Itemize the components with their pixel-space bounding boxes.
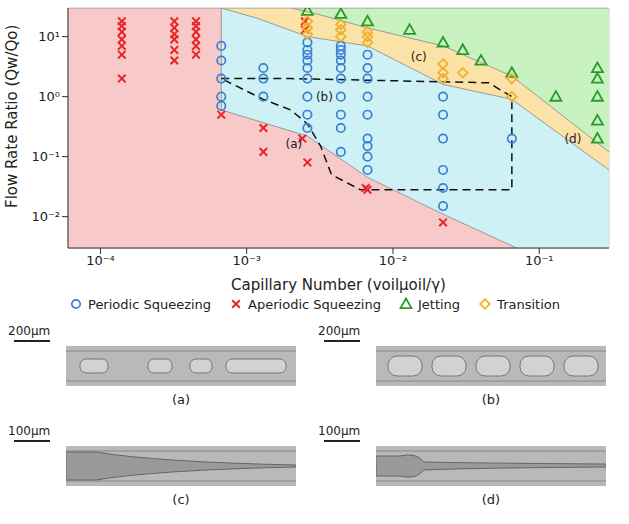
html-text:(b): (b) [481, 392, 501, 407]
html-text:(a): (a) [171, 392, 191, 407]
svg-text:(c): (c) [411, 50, 427, 64]
svg-text:(a): (a) [285, 137, 302, 151]
svg-text:10⁻²: 10⁻² [379, 253, 408, 268]
svg-text:Capillary Number (voilμoil/γ): Capillary Number (voilμoil/γ) [231, 276, 446, 294]
html-text:Periodic Squeezing: Periodic Squeezing [88, 296, 212, 312]
svg-text:10⁰: 10⁰ [38, 89, 60, 104]
html-text:(d): (d) [481, 492, 501, 507]
svg-text:10⁻¹: 10⁻¹ [525, 253, 554, 268]
html-text:100μm: 100μm [318, 424, 361, 438]
html-text:(c): (c) [172, 492, 190, 507]
svg-text:Flow Rate Ratio (Qw/Qo): Flow Rate Ratio (Qw/Qo) [3, 25, 21, 208]
svg-text:10⁻⁴: 10⁻⁴ [86, 253, 115, 268]
html-text:200μm: 200μm [318, 324, 361, 338]
svg-text:10⁻¹: 10⁻¹ [31, 149, 60, 164]
svg-text:10¹: 10¹ [38, 29, 60, 44]
svg-text:10⁻²: 10⁻² [31, 209, 60, 224]
svg-text:(b): (b) [316, 90, 333, 104]
html-text:Aperiodic Squeezing: Aperiodic Squeezing [248, 296, 381, 312]
svg-text:10⁻³: 10⁻³ [232, 253, 261, 268]
html-text:200μm: 200μm [8, 324, 51, 338]
html-text:100μm: 100μm [8, 424, 51, 438]
svg-text:(d): (d) [564, 132, 581, 146]
html-text:Transition: Transition [497, 296, 560, 312]
html-text:Jetting: Jetting [418, 296, 461, 312]
